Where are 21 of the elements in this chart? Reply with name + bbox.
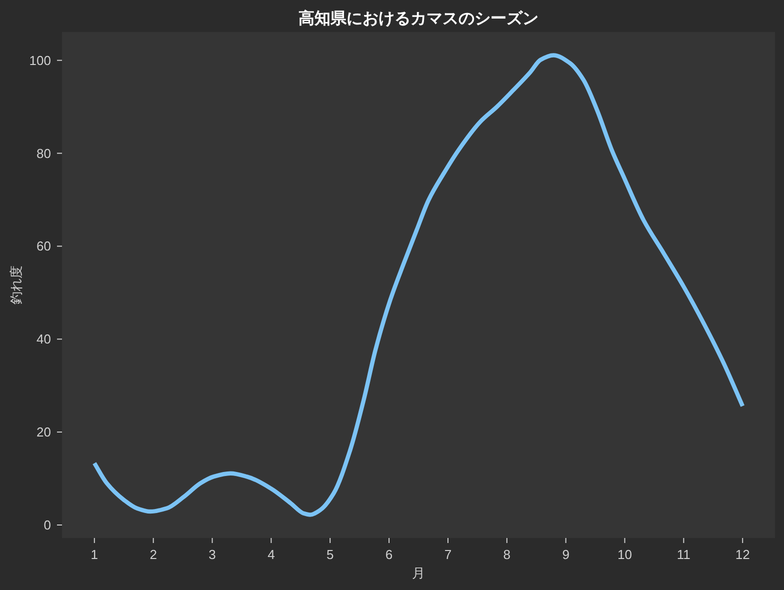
x-tick-label: 1 [90,547,98,562]
x-tick-label: 3 [208,547,216,562]
x-tick-label: 2 [150,547,157,562]
x-tick-label: 11 [676,547,690,562]
x-tick-label: 10 [618,547,632,562]
x-tick-label: 8 [503,547,510,562]
x-tick-label: 7 [444,547,452,562]
x-tick-label: 12 [735,547,750,562]
x-tick-label: 6 [385,547,393,562]
x-axis-title: 月 [412,566,425,582]
title: 高知県におけるカマスのシーズン [298,8,538,28]
y-tick-label: 80 [36,146,51,161]
y-tick-label: 20 [36,424,51,440]
x-tick-label: 9 [562,547,570,562]
y-axis-title: 釣れ度 [10,266,24,304]
x-tick-label: 4 [268,547,275,562]
y-tick-label: 100 [29,52,51,68]
x-tick-label: 5 [326,547,334,562]
y-tick-label: 40 [36,332,51,347]
y-tick-label: 0 [44,518,51,532]
y-tick-label: 60 [36,238,51,254]
